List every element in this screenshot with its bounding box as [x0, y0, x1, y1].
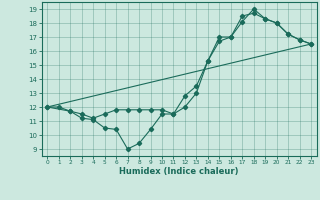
X-axis label: Humidex (Indice chaleur): Humidex (Indice chaleur)	[119, 167, 239, 176]
